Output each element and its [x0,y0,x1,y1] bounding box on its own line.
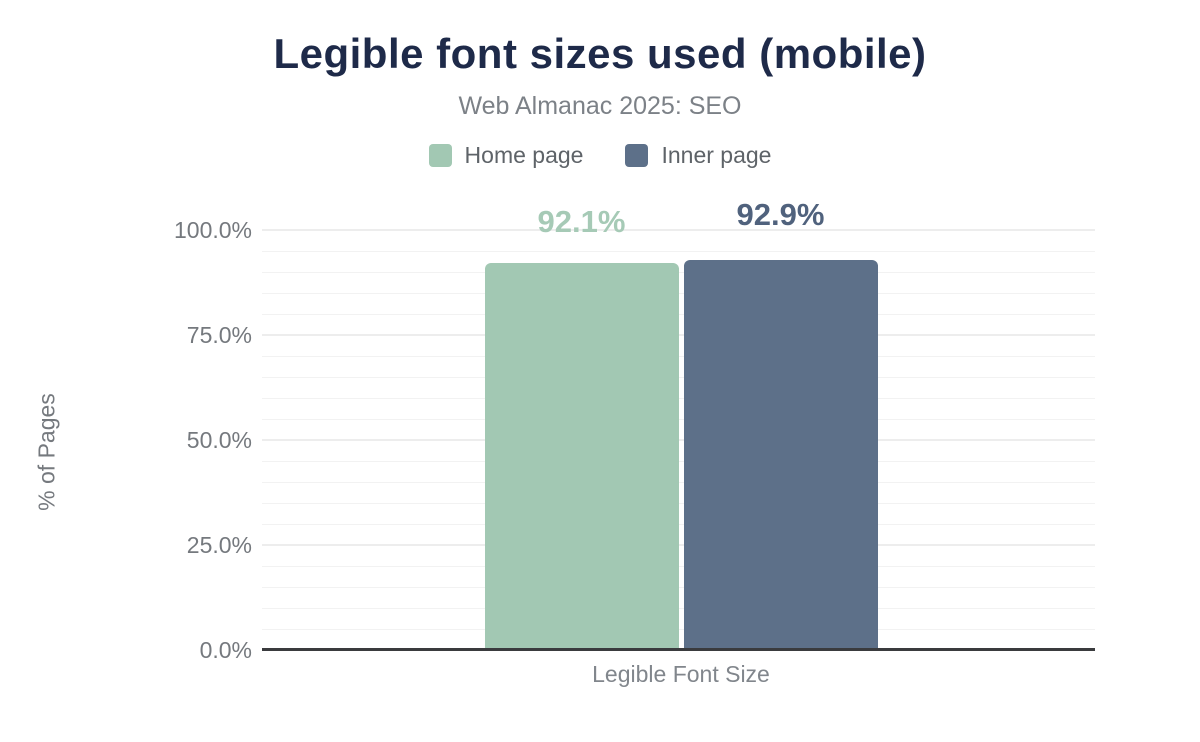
bar-value-label-home-page: 92.1% [537,204,626,240]
legend-swatch-icon [428,144,452,167]
bar-home-page [484,263,679,650]
legend-item-0: Home page [428,142,584,169]
x-tick-label: Legible Font Size [592,661,770,687]
legend-label: Home page [464,142,584,168]
gridline-45 [262,461,1095,462]
gridline-35 [262,503,1095,504]
legend-swatch-icon [625,144,649,167]
gridline-30 [262,524,1095,525]
gridline-95 [262,251,1095,252]
gridline-65 [262,377,1095,378]
y-tick-50: 50.0% [186,427,252,453]
bar-value-label-inner-page: 92.9% [736,196,825,232]
y-axis-title: % of Pages [33,393,60,511]
x-axis-line [262,648,1095,651]
bar-inner-page [683,259,878,650]
y-tick-75: 75.0% [186,322,252,348]
legend-item-1: Inner page [625,142,771,169]
gridline-20 [262,566,1095,567]
legend-label: Inner page [661,142,772,168]
y-tick-0: 0.0% [199,637,252,663]
gridline-25 [262,544,1095,546]
chart-subtitle: Web Almanac 2025: SEO [458,92,742,120]
gridline-90 [262,272,1095,273]
gridline-60 [262,398,1095,399]
gridline-50 [262,439,1095,441]
gridline-15 [262,587,1095,588]
gridline-75 [262,334,1095,336]
chart-title: Legible font sizes used (mobile) [273,30,927,77]
gridline-70 [262,356,1095,357]
y-tick-100: 100.0% [173,217,252,243]
gridline-55 [262,419,1095,420]
gridline-85 [262,293,1095,294]
gridline-40 [262,482,1095,483]
gridline-10 [262,608,1095,609]
gridline-100 [262,229,1095,231]
plot-area: 92.1% 92.9% [262,197,1095,651]
gridline-80 [262,314,1095,315]
y-tick-25: 25.0% [186,532,252,558]
gridline-5 [262,629,1095,630]
legend: Home page Inner page [0,142,1200,169]
